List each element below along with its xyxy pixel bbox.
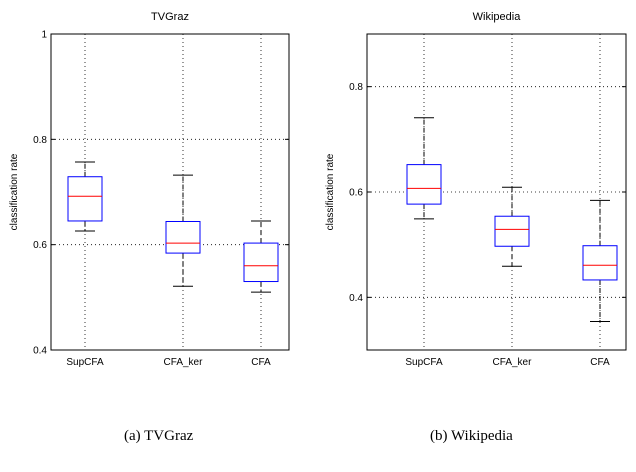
chart-title: TVGraz (151, 11, 189, 23)
x-tick-label: CFA_ker (164, 357, 204, 368)
y-axis-label: classification rate (325, 153, 336, 230)
box-iqr (243, 242, 279, 283)
caption-b: (b) Wikipedia (430, 428, 513, 444)
y-axis-label: classification rate (9, 153, 20, 230)
x-tick-label: SupCFA (405, 357, 443, 368)
y-tick-label: 0.6 (33, 240, 47, 251)
chart-wikipedia: 0.4 0.6 0.8 Wikipedia classification rate Sup… (325, 11, 627, 368)
x-tick-label: SupCFA (66, 357, 104, 368)
chart-tvgraz: 0.4 0.6 0.8 1 TVGraz classification rate SupCF… (9, 11, 290, 368)
box-iqr (494, 215, 530, 247)
x-tick-label: CFA (590, 357, 610, 368)
chart-title: Wikipedia (473, 11, 522, 23)
box-iqr (406, 164, 442, 205)
y-tick-label: 0.6 (349, 188, 363, 199)
y-tick-label: 0.4 (33, 346, 47, 357)
caption-a: (a) TVGraz (124, 428, 194, 444)
box-cfa-ker (494, 186, 530, 267)
box-cfa (243, 220, 279, 293)
y-tick-label: 0.8 (33, 135, 47, 146)
plot-frame (50, 33, 290, 351)
y-tick-label: 1 (41, 30, 47, 41)
box-iqr (67, 176, 103, 222)
box-iqr (582, 245, 618, 281)
box-supcfa (406, 117, 442, 220)
y-tick-label: 0.8 (349, 82, 363, 93)
figure: 0.4 0.6 0.8 1 TVGraz classification rate SupCF… (9, 11, 627, 368)
box-supcfa (67, 161, 103, 232)
x-tick-label: CFA (251, 357, 271, 368)
y-tick-label: 0.4 (349, 293, 363, 304)
x-tick-label: CFA_ker (493, 357, 533, 368)
box-cfa-ker (165, 174, 201, 287)
box-iqr (165, 220, 201, 254)
box-cfa (582, 199, 618, 323)
